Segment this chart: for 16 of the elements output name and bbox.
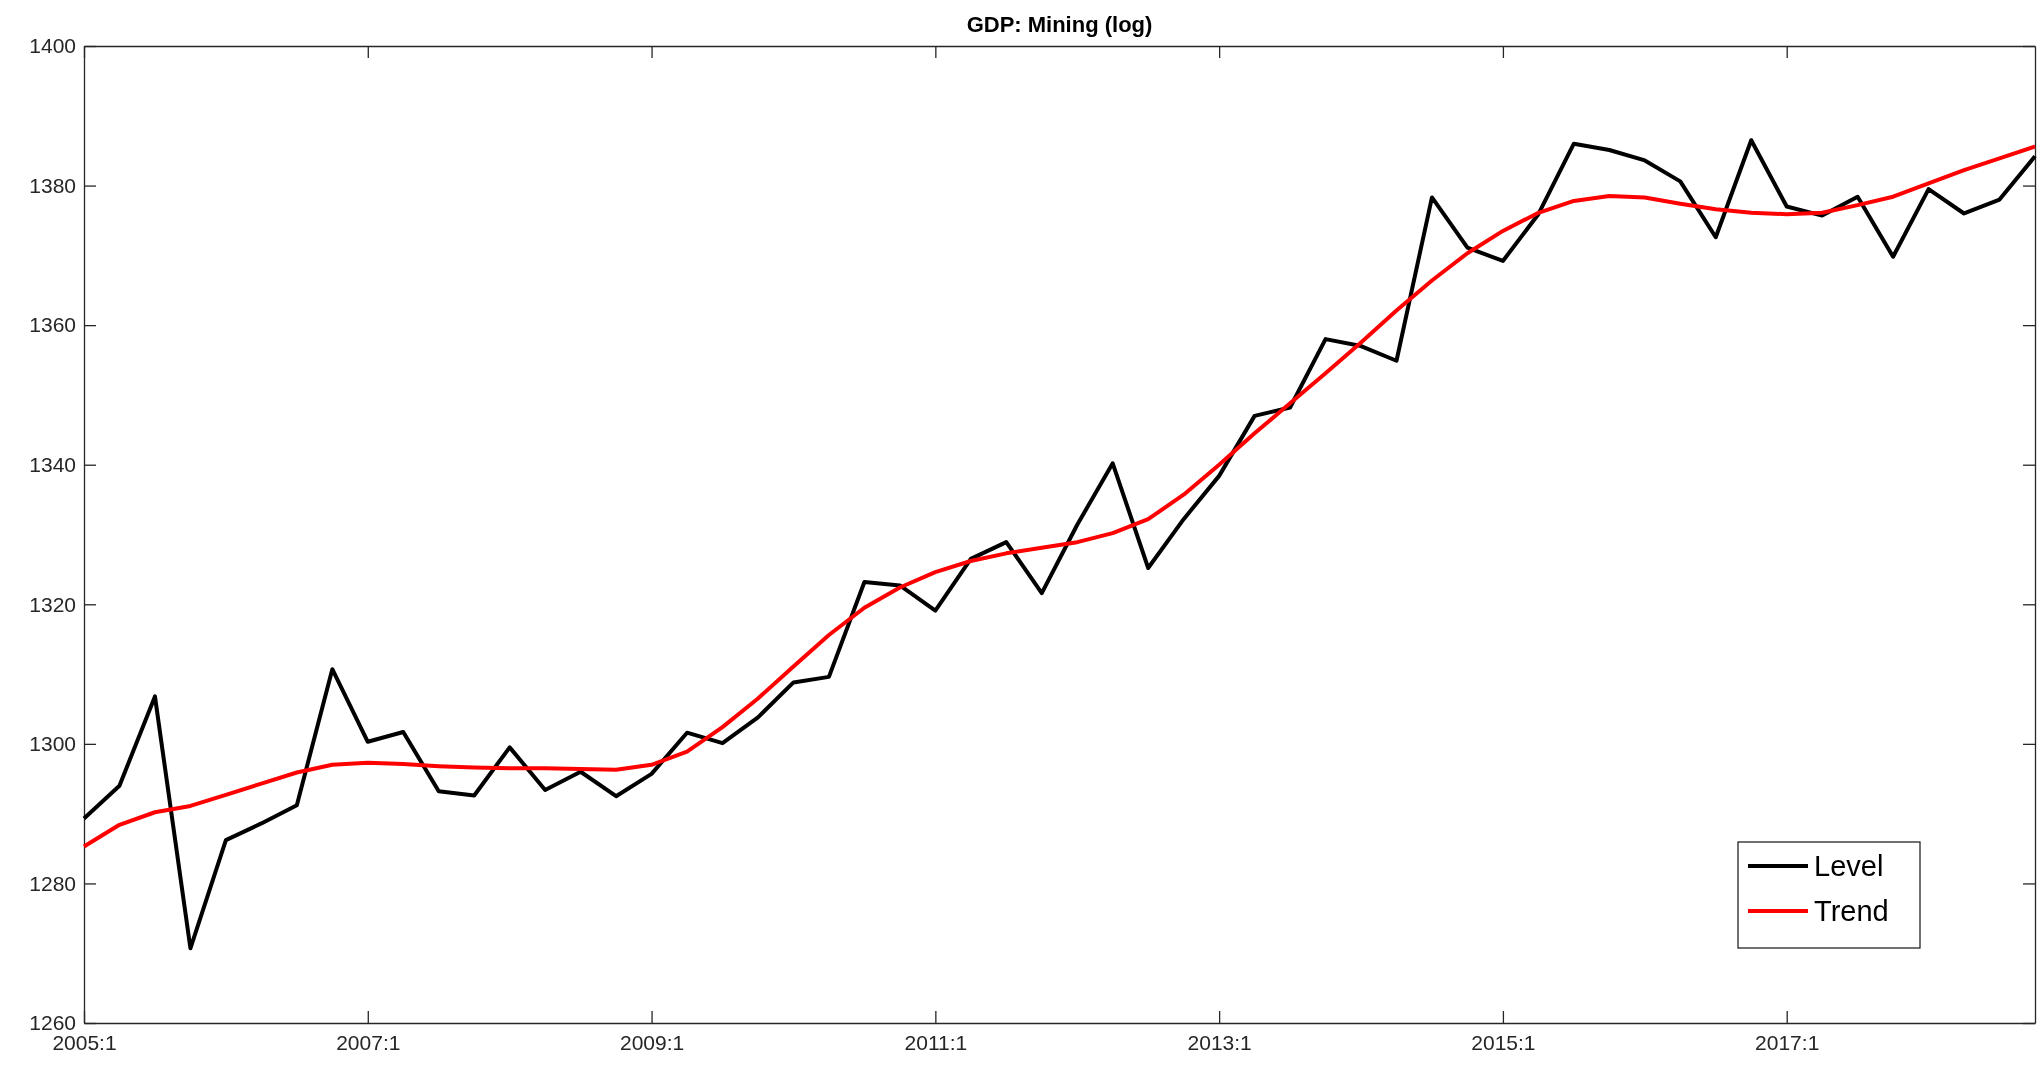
x-tick-label: 2017:1 bbox=[1755, 1030, 1820, 1054]
y-tick-label: 1360 bbox=[29, 313, 76, 337]
x-tick-label: 2007:1 bbox=[336, 1030, 401, 1054]
y-tick-label: 1320 bbox=[29, 592, 76, 616]
legend-label: Trend bbox=[1814, 895, 1889, 928]
y-tick-label: 1340 bbox=[29, 452, 76, 476]
y-tick-label: 1300 bbox=[29, 732, 76, 756]
legend-label: Level bbox=[1814, 850, 1884, 883]
x-tick-label: 2013:1 bbox=[1187, 1030, 1252, 1054]
y-tick-label: 1380 bbox=[29, 173, 76, 197]
x-tick-label: 2011:1 bbox=[904, 1030, 968, 1054]
y-tick-label: 1280 bbox=[29, 871, 76, 895]
chart-title: GDP: Mining (log) bbox=[966, 12, 1153, 37]
y-tick-label: 1400 bbox=[29, 34, 76, 58]
x-tick-label: 2015:1 bbox=[1471, 1030, 1536, 1054]
x-tick-label: 2009:1 bbox=[619, 1030, 685, 1054]
